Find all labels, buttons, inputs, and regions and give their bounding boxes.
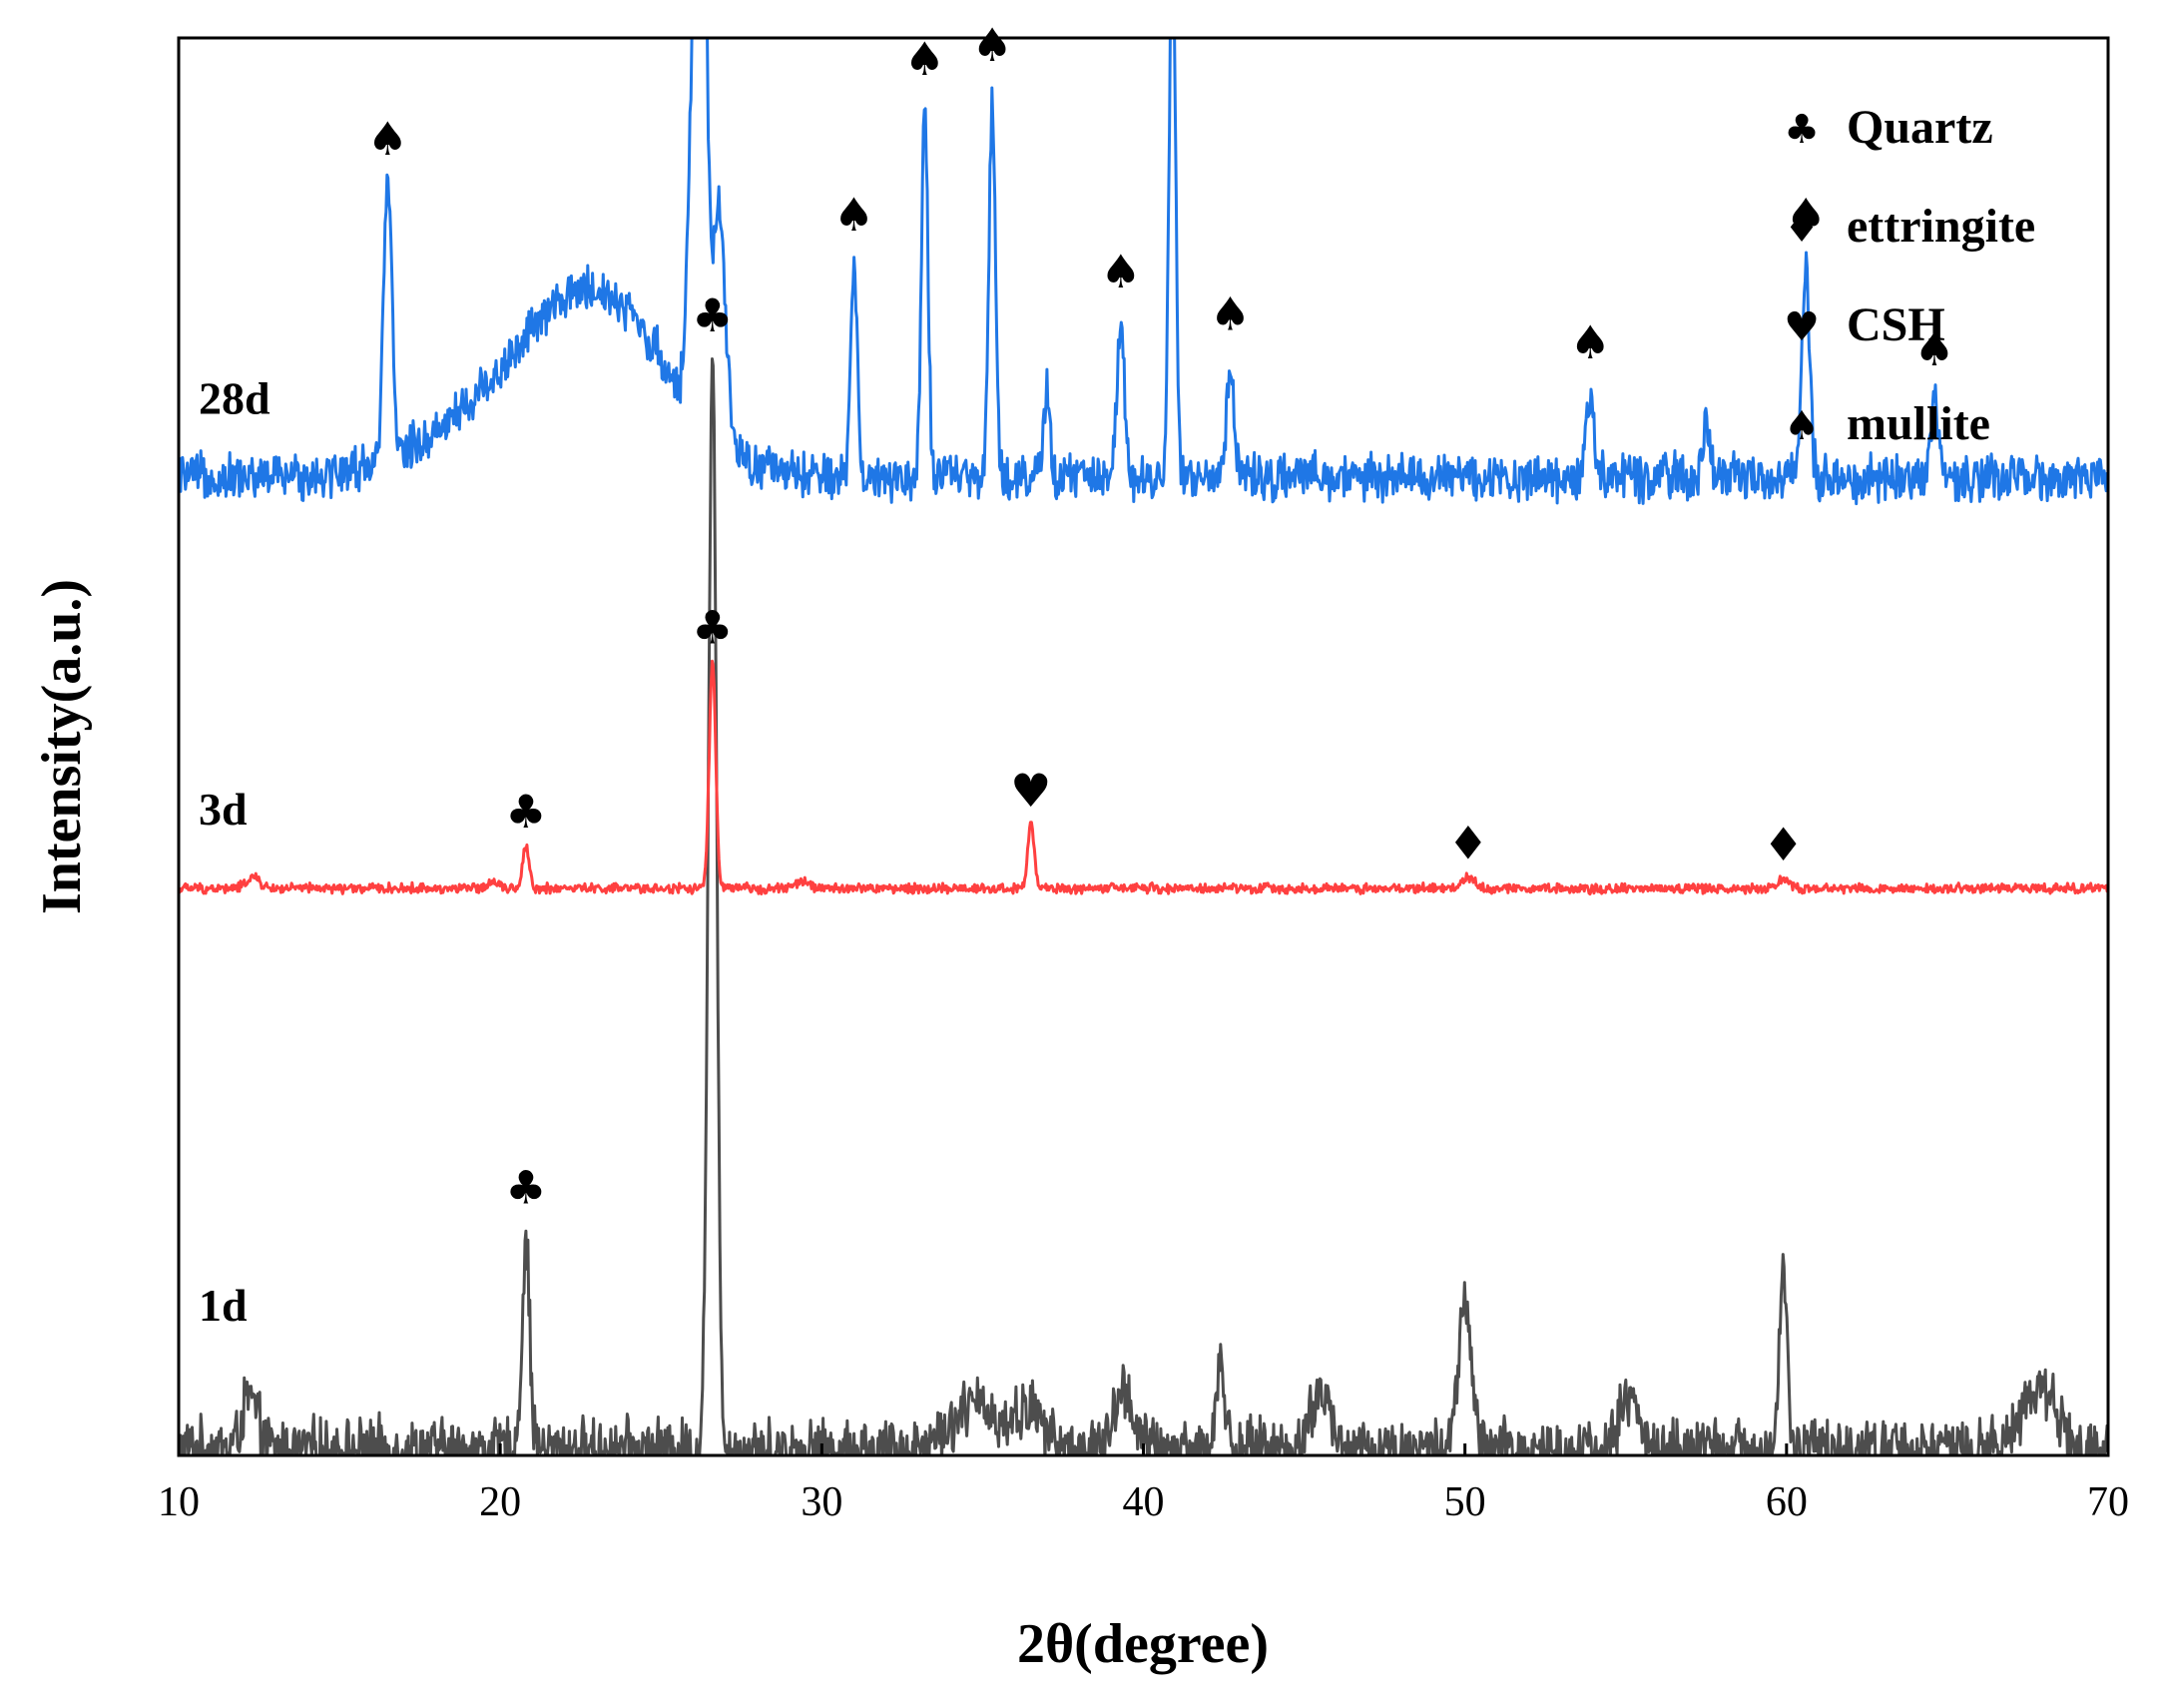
phase-marker-28d-4: ♠ (971, 18, 1012, 72)
phase-marker-28d-0: ♠ (367, 112, 408, 166)
phase-marker-28d-7: ♠ (1210, 287, 1251, 341)
legend-quartz-label: Quartz (1847, 101, 1993, 154)
phase-marker-1d-0: ♣ (505, 1160, 546, 1214)
x-tick-label-20: 20 (479, 1479, 521, 1525)
phase-marker-28d-5: ♠ (1100, 245, 1141, 298)
phase-marker-28d-9: ♠ (1786, 188, 1827, 242)
legend-quartz-symbol: ♣ (1784, 107, 1820, 153)
legend: ♣ Quartz ♦ ettringite ♥ CSH ♠ mullite (1784, 101, 2035, 450)
phase-marker-3d-2: ♥ (1010, 764, 1051, 818)
curve-label-28d: 28d (199, 372, 270, 423)
y-axis-title: Intensity(a.u.) (31, 579, 93, 914)
series-line-28d (179, 38, 2108, 506)
curve-label-3d: 3d (199, 784, 248, 835)
phase-marker-layer: ♣♣♣♣♥♦♦♠♠♠♠♠♠♠♠♠♠♠ (367, 18, 1955, 1215)
x-tick-label-10: 10 (158, 1479, 200, 1525)
legend-csh-label: CSH (1847, 298, 1945, 351)
phase-marker-1d-1: ♣ (692, 288, 733, 342)
x-axis: 10 20 30 40 50 60 70 (158, 1443, 2129, 1525)
curve-label-1d: 1d (199, 1280, 248, 1331)
curve-label-layer: 1d 3d 28d (199, 372, 270, 1331)
phase-marker-28d-10: ♠ (1913, 322, 1954, 376)
x-tick-label-30: 30 (801, 1479, 842, 1525)
series-line-3d (179, 659, 2108, 896)
legend-ettringite-symbol: ♦ (1784, 206, 1820, 252)
legend-mullite-symbol: ♠ (1784, 403, 1820, 449)
phase-marker-3d-1: ♣ (692, 601, 733, 655)
legend-csh-symbol: ♥ (1784, 304, 1820, 350)
x-tick-label-70: 70 (2087, 1479, 2129, 1525)
phase-marker-3d-3: ♦ (1447, 816, 1488, 869)
phase-marker-28d-8: ♠ (1570, 315, 1611, 369)
phase-marker-3d-0: ♣ (505, 785, 546, 839)
phase-marker-28d-3: ♠ (904, 32, 945, 86)
phase-marker-3d-4: ♦ (1763, 818, 1804, 871)
x-axis-title: 2θ(degree) (1017, 1613, 1269, 1675)
series-line-1d (179, 357, 2108, 1455)
x-tick-label-50: 50 (1444, 1479, 1486, 1525)
legend-mullite-label: mullite (1847, 397, 1990, 450)
x-tick-label-60: 60 (1766, 1479, 1808, 1525)
legend-ettringite-label: ettringite (1847, 200, 2035, 253)
phase-marker-28d-2: ♠ (833, 188, 874, 242)
x-tick-label-40: 40 (1123, 1479, 1165, 1525)
